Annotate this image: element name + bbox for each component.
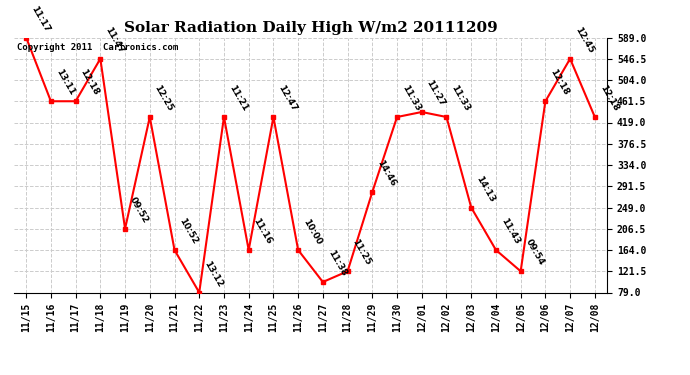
Text: 14:13: 14:13	[474, 174, 496, 204]
Text: 11:43: 11:43	[499, 217, 521, 246]
Text: 13:11: 13:11	[54, 68, 76, 97]
Text: 12:18: 12:18	[79, 68, 101, 97]
Text: 10:00: 10:00	[301, 217, 323, 246]
Text: 11:33: 11:33	[449, 84, 471, 113]
Text: 11:25: 11:25	[351, 238, 373, 267]
Text: 10:52: 10:52	[177, 217, 199, 246]
Text: 11:16: 11:16	[252, 217, 274, 246]
Text: 09:52: 09:52	[128, 195, 150, 225]
Text: 12:45: 12:45	[573, 26, 595, 55]
Text: 14:46: 14:46	[375, 159, 397, 188]
Text: 11:27: 11:27	[425, 79, 447, 108]
Title: Solar Radiation Daily High W/m2 20111209: Solar Radiation Daily High W/m2 20111209	[124, 21, 497, 35]
Text: 09:54: 09:54	[524, 238, 546, 267]
Text: 13:12: 13:12	[202, 259, 224, 288]
Text: 12:25: 12:25	[152, 84, 175, 113]
Text: 12:18: 12:18	[549, 68, 571, 97]
Text: 11:33: 11:33	[400, 84, 422, 113]
Text: Copyright 2011  Cartronics.com: Copyright 2011 Cartronics.com	[17, 43, 178, 52]
Text: 11:47: 11:47	[104, 25, 126, 55]
Text: 11:21: 11:21	[227, 84, 249, 113]
Text: 11:17: 11:17	[29, 4, 51, 33]
Text: 12:47: 12:47	[277, 84, 299, 113]
Text: 12:18: 12:18	[598, 84, 620, 113]
Text: 11:38: 11:38	[326, 249, 348, 278]
